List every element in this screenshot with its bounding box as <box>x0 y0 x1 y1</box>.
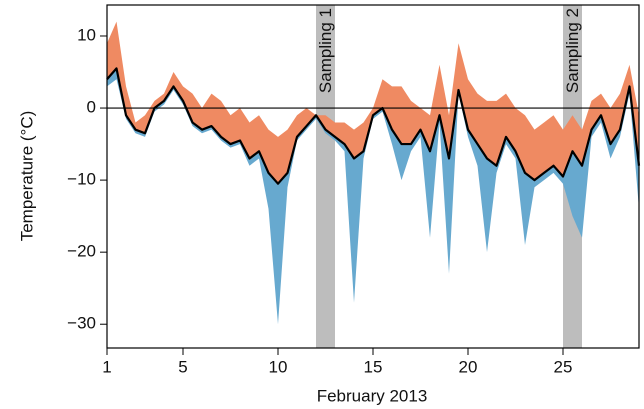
x-tick-label: 1 <box>102 357 111 376</box>
sampling-label: Sampling 2 <box>563 8 582 93</box>
temperature-band <box>107 21 639 184</box>
temperature-band <box>107 68 639 325</box>
y-tick-label: 10 <box>77 25 96 44</box>
y-tick-label: −10 <box>67 170 96 189</box>
y-axis-label: Temperature (°C) <box>17 111 36 242</box>
x-tick-label: 10 <box>269 357 288 376</box>
sampling-label: Sampling 1 <box>316 8 335 93</box>
y-tick-label: 0 <box>87 98 96 117</box>
sampling-period <box>316 5 335 348</box>
mean-line <box>106 67 641 185</box>
y-tick-label: −20 <box>67 242 96 261</box>
x-axis-label: February 2013 <box>317 386 428 405</box>
x-tick-label: 25 <box>554 357 573 376</box>
x-tick-label: 5 <box>178 357 187 376</box>
x-tick-label: 15 <box>364 357 383 376</box>
x-tick-label: 20 <box>459 357 478 376</box>
y-tick-label: −30 <box>67 314 96 333</box>
